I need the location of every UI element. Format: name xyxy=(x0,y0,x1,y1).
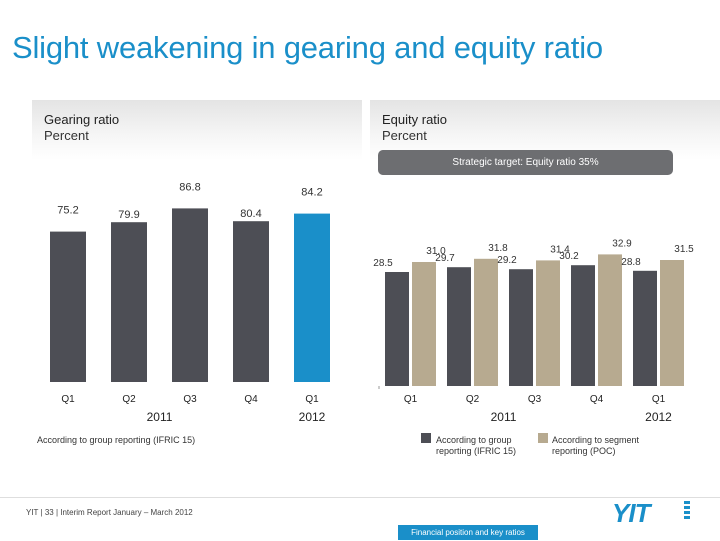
gearing-panel-header: Gearing ratio Percent xyxy=(32,100,362,160)
gearing-title: Gearing ratio xyxy=(44,112,120,127)
equity-xtick-4: Q4 xyxy=(590,394,604,405)
equity-xtick-5: Q1 xyxy=(652,394,666,405)
gearing-xtick-3: Q3 xyxy=(183,394,197,405)
footer-text: YIT | 33 | Interim Report January – Marc… xyxy=(26,508,193,517)
equity-value-group-2: 29.7 xyxy=(435,253,455,264)
equity-bar-segment-3 xyxy=(536,260,560,386)
gearing-value-label-3: 86.8 xyxy=(179,181,200,193)
logo-stripes-icon xyxy=(684,501,690,521)
equity-value-segment-4: 32.9 xyxy=(612,238,632,249)
gearing-note: According to group reporting (IFRIC 15) xyxy=(37,435,196,445)
equity-title: Equity ratio xyxy=(382,112,448,127)
legend-label-group: According to group reporting (IFRIC 15) xyxy=(436,435,517,456)
equity-bar-segment-2 xyxy=(474,258,498,386)
equity-value-group-5: 28.8 xyxy=(621,257,641,268)
equity-xtick-3: Q3 xyxy=(528,394,542,405)
gearing-value-label-4: 80.4 xyxy=(240,208,261,220)
equity-bar-group-4 xyxy=(571,265,595,386)
equity-subtitle: Percent xyxy=(382,128,427,143)
equity-bar-group-1 xyxy=(385,272,409,386)
footer-divider xyxy=(0,497,720,498)
yit-logo: YIT xyxy=(612,498,650,528)
gearing-xtick-1: Q1 xyxy=(61,394,75,405)
gearing-subtitle: Percent xyxy=(44,128,89,143)
section-label: Financial position and key ratios xyxy=(398,525,538,540)
gearing-year-2012: 2012 xyxy=(299,410,326,424)
equity-bar-group-5 xyxy=(633,270,657,386)
equity-xtick-1: Q1 xyxy=(404,394,418,405)
legend-swatch-segment xyxy=(538,433,548,443)
equity-bar-segment-4 xyxy=(598,254,622,386)
gearing-xtick-2: Q2 xyxy=(122,394,136,405)
equity-value-group-3: 29.2 xyxy=(497,255,517,266)
gearing-bar-3 xyxy=(172,208,208,382)
gearing-year-2011: 2011 xyxy=(147,410,173,424)
gearing-value-label-2: 79.9 xyxy=(118,209,139,221)
equity-value-segment-3: 31.4 xyxy=(550,244,570,255)
equity-bar-segment-5 xyxy=(660,260,684,386)
equity-value-group-4: 30.2 xyxy=(559,251,579,262)
equity-value-segment-1: 31.0 xyxy=(426,246,446,257)
equity-bar-segment-1 xyxy=(412,262,436,386)
gearing-bar-2 xyxy=(111,222,147,382)
page-title: Slight weakening in gearing and equity r… xyxy=(12,30,603,65)
equity-value-segment-2: 31.8 xyxy=(488,243,508,254)
gearing-bar-5 xyxy=(294,213,330,382)
equity-year-2012: 2012 xyxy=(645,410,672,424)
equity-bar-group-2 xyxy=(447,267,471,386)
gearing-xtick-5: Q1 xyxy=(305,394,319,405)
equity-year-2011: 2011 xyxy=(491,410,517,424)
legend-label-segment: According to segment reporting (POC) xyxy=(552,435,640,456)
strategic-target-badge: Strategic target: Equity ratio 35% xyxy=(378,150,673,175)
equity-value-group-1: 28.5 xyxy=(373,258,393,269)
gearing-value-label-1: 75.2 xyxy=(57,205,78,217)
gearing-xtick-4: Q4 xyxy=(244,394,258,405)
gearing-value-label-5: 84.2 xyxy=(301,187,322,199)
equity-xtick-2: Q2 xyxy=(466,394,480,405)
legend-swatch-group xyxy=(421,433,431,443)
equity-value-segment-5: 31.5 xyxy=(674,244,694,255)
gearing-bar-4 xyxy=(233,221,269,382)
equity-bar-group-3 xyxy=(509,269,533,386)
gearing-bar-1 xyxy=(50,231,86,382)
